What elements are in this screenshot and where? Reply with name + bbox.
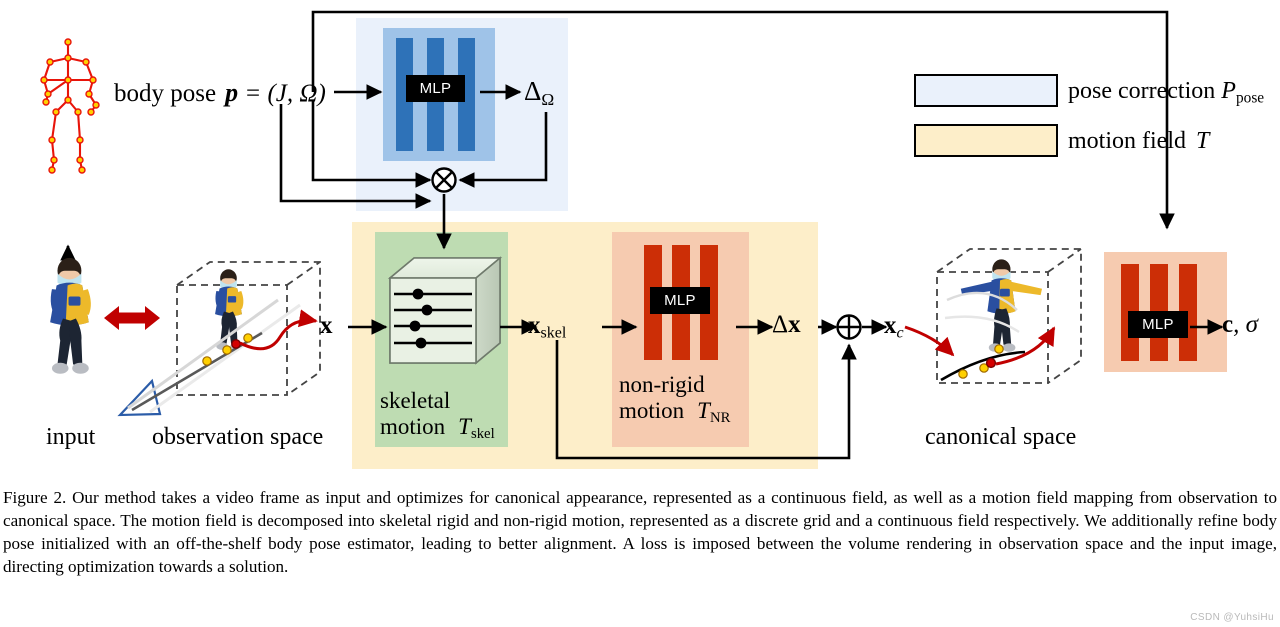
observation-space-label: observation space — [152, 424, 324, 450]
legend-swatch-pose-correction — [914, 74, 1058, 107]
camera-frustum-icon — [117, 378, 162, 417]
t-nr-sub: NR — [709, 409, 731, 426]
x-skel-main: x — [528, 312, 541, 339]
legend-label-motion-field: motion field T — [1068, 128, 1209, 155]
plus-operator-node — [836, 314, 862, 340]
delta-x-bold: x — [788, 311, 801, 338]
watermark: CSDN @YuhsiHu — [1190, 612, 1274, 623]
c-sigma-bold: c — [1222, 311, 1234, 338]
body-pose-skeleton-joints — [40, 38, 100, 174]
t-skel-sub: skel — [470, 425, 495, 442]
nonrigid-mlp-label-box: MLP — [650, 287, 710, 314]
arrow-pose-to-multiply-J — [311, 100, 432, 188]
canonical-guide-curve-2 — [944, 315, 1020, 333]
pose-mlp-bar-3 — [458, 38, 475, 151]
multiply-operator-node — [431, 167, 457, 193]
canonical-sample-points — [958, 344, 1004, 379]
t-skel-main: T — [458, 413, 471, 439]
arrow-canonical-to-mlp — [995, 326, 1056, 366]
legend-swatch-motion-field — [914, 124, 1058, 157]
x-skel-sub: skel — [540, 324, 567, 342]
canonical-person-image — [960, 259, 1042, 352]
input-observation-equivalence-arrow — [104, 306, 160, 330]
nonrigid-motion-label: non-rigid motion TNR — [619, 372, 730, 426]
nonrigid-line2: motion TNR — [619, 398, 730, 427]
skeletal-motion-label: skeletal motion Tskel — [380, 388, 495, 442]
nonrigid-line1: non-rigid — [619, 372, 705, 397]
x-c-main: x — [884, 312, 897, 339]
legend-label-pose-correction: pose correction Ppose — [1068, 78, 1264, 106]
legend-pose-symbol-sub: pose — [1235, 89, 1265, 107]
observation-person-image — [215, 269, 244, 350]
camera-ray-light — [127, 298, 279, 410]
body-pose-skeleton-icon — [42, 40, 98, 172]
legend-motion-text: motion field — [1068, 128, 1192, 154]
delta-omega-label: ΔΩ — [524, 76, 554, 109]
legend-motion-symbol: T — [1195, 128, 1210, 154]
delta-x-main: Δ — [772, 311, 789, 338]
canonical-mlp-label-box: MLP — [1128, 311, 1188, 338]
arrow-skip-xskel-to-plus — [555, 340, 857, 460]
t-nr-main: T — [697, 397, 710, 423]
body-pose-symbol: p — [225, 78, 239, 107]
canonical-space-label: canonical space — [925, 424, 1077, 450]
camera-ray-light-2 — [149, 303, 301, 414]
skeletal-line1: skeletal — [380, 388, 451, 413]
ray-sample-points — [202, 333, 253, 366]
skeletal-line2: motion Tskel — [380, 414, 495, 443]
arrow-pose-to-multiply-omega — [279, 104, 432, 209]
pose-mlp-bar-1 — [396, 38, 413, 151]
delta-x-label: Δx — [772, 311, 801, 339]
c-sigma-rest: , σ — [1233, 311, 1258, 338]
canonical-guide-curve-1 — [946, 291, 1018, 311]
x-label: x — [320, 312, 333, 339]
arrow-xc-into-canonical — [904, 325, 955, 357]
observation-space-cube — [176, 261, 321, 396]
figure-diagram: MLP MLP MLP — [40, 10, 1264, 469]
x-skel-label: xskel — [528, 312, 566, 342]
canonical-curve-black — [940, 350, 1026, 382]
delta-omega-sub: Ω — [541, 89, 555, 109]
skeletal-grid-cube-icon — [387, 256, 503, 365]
c-sigma-label: c, σ — [1222, 311, 1258, 339]
input-label: input — [46, 424, 96, 450]
pose-mlp-label-box: MLP — [406, 75, 465, 102]
input-person-image — [50, 257, 91, 374]
body-pose-label: body pose p = (J, Ω) — [114, 78, 326, 108]
body-pose-equation: = (J, Ω) — [238, 80, 326, 107]
arrow-deltaomega-to-multiply — [458, 112, 548, 188]
legend-pose-symbol: P — [1221, 78, 1236, 104]
arrow-pose-top-to-nonrigid — [311, 10, 1175, 230]
legend-pose-text: pose correction — [1068, 78, 1222, 104]
diagram-vector-layer — [40, 10, 1224, 460]
observation-x-curve — [239, 309, 318, 351]
x-c-sub: c — [896, 324, 904, 342]
nonrigid-motion-word: motion — [619, 397, 685, 423]
delta-omega-main: Δ — [524, 76, 542, 106]
canonical-space-cube — [936, 248, 1082, 384]
skeletal-motion-word: motion — [380, 413, 446, 439]
x-c-label: xc — [884, 312, 904, 342]
body-pose-text: body pose — [114, 80, 217, 107]
figure-caption: Figure 2. Our method takes a video frame… — [3, 488, 1277, 576]
